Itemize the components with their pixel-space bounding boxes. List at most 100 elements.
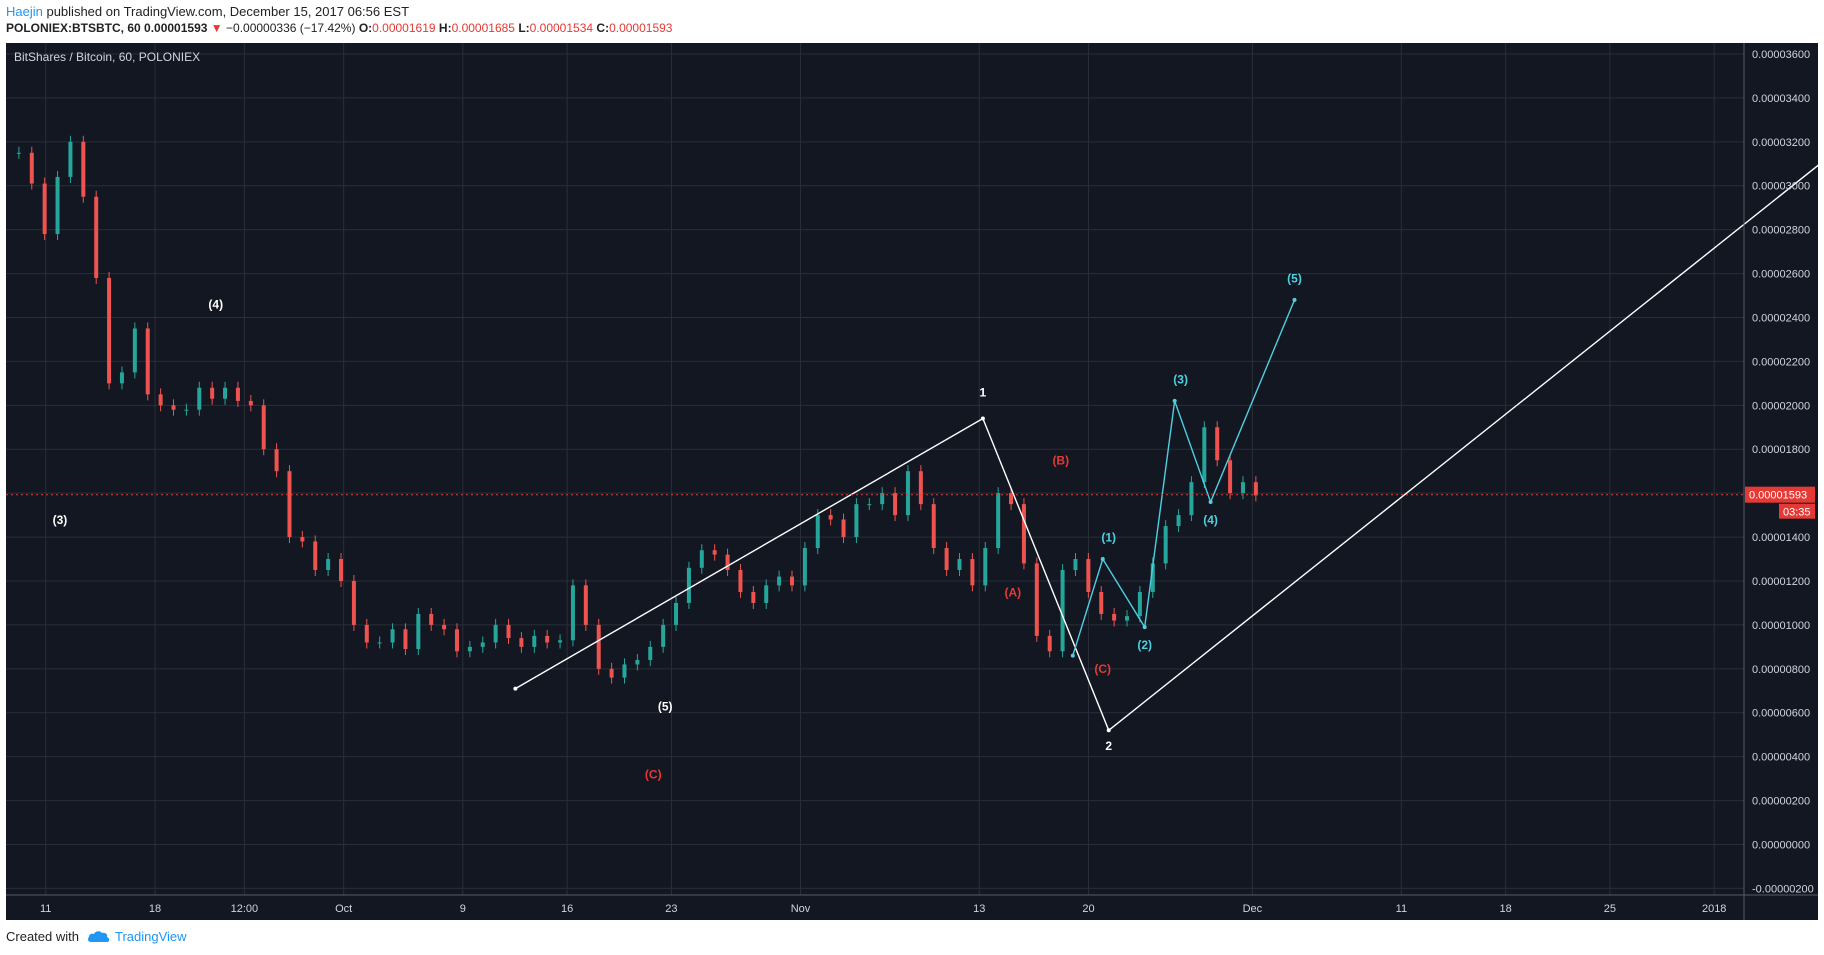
tradingview-brand[interactable]: TradingView: [87, 929, 187, 944]
wave-point: [1070, 653, 1075, 658]
wave-label: (2): [1137, 638, 1152, 652]
y-tick-label: -0.00000200: [1752, 883, 1814, 895]
wave-point: [1292, 297, 1297, 302]
candle-body: [403, 629, 408, 650]
candle-body: [480, 642, 485, 647]
candle-body: [1086, 559, 1091, 592]
candle-body: [880, 493, 885, 505]
candle-body: [957, 559, 962, 571]
candle-body: [132, 328, 137, 373]
created-with-text: Created with: [6, 929, 79, 944]
candle-body: [519, 638, 524, 647]
wave-drawings[interactable]: [513, 43, 1824, 733]
x-tick-label: 18: [1500, 903, 1512, 915]
symbol-label: POLONIEX:BTSBTC, 60: [6, 21, 141, 35]
candle-body: [815, 515, 820, 549]
candle-body: [725, 554, 730, 571]
wave-point: [1100, 557, 1105, 562]
candle-body: [622, 664, 627, 678]
y-tick-label: 0.00002800: [1752, 225, 1810, 237]
price-timer: 03:35: [1783, 507, 1811, 519]
candle-body: [261, 405, 266, 450]
candle-body: [596, 624, 601, 669]
candle-body: [751, 591, 756, 603]
wave-label: (5): [1287, 271, 1302, 285]
chart-title: BitShares / Bitcoin, 60, POLONIEX: [14, 50, 200, 64]
grid: [6, 43, 1744, 895]
candle-body: [1047, 635, 1052, 652]
candle-body: [416, 613, 421, 650]
candle-body: [1163, 526, 1168, 564]
price-tag-box: [1745, 486, 1815, 503]
candle-body: [1099, 591, 1104, 614]
candle-body: [94, 196, 99, 278]
candle-body: [545, 635, 550, 643]
wave-label: (1): [1101, 530, 1116, 544]
candle-body: [1228, 460, 1233, 494]
price-chart[interactable]: (3) (4) (5) (C) 1 (A) (B) (C) 2 (1) (2) (3) (4) (5) 0…: [6, 43, 1824, 921]
candle-body: [274, 449, 279, 472]
candle-body: [81, 141, 86, 197]
cloud-logo-icon: [87, 930, 110, 942]
axes[interactable]: 0.00003600 0.00003400 0.00003200 0.00003000…: [6, 43, 1818, 921]
x-tick-label: 16: [561, 903, 573, 915]
symbol-ohlc-line: POLONIEX:BTSBTC, 60 0.00001593 ▼ −0.0000…: [6, 21, 672, 35]
candle-body: [390, 629, 395, 643]
x-tick-label: 2018: [1702, 903, 1726, 915]
wave-label: (C): [645, 768, 662, 782]
wave-point: [1172, 398, 1177, 403]
candle-body: [841, 519, 846, 538]
tradingview-label[interactable]: TradingView: [114, 929, 187, 944]
candle-body: [1240, 482, 1245, 494]
candle-body: [905, 471, 910, 516]
candle-body: [661, 624, 666, 647]
candle-body: [68, 141, 73, 177]
candle-body: [532, 635, 537, 647]
y-tick-label: 0.00000600: [1752, 708, 1810, 720]
y-tick-label: 0.00001000: [1752, 620, 1810, 632]
candle-body: [300, 537, 305, 542]
candle-body: [699, 550, 704, 568]
candle-body: [583, 585, 588, 625]
candle-body: [42, 183, 47, 235]
candle-body: [686, 567, 691, 603]
high-value: 0.00001685: [451, 21, 515, 35]
candle-body: [1202, 427, 1207, 483]
close-label: C:: [596, 21, 610, 35]
y-tick-label: 0.00002400: [1752, 312, 1810, 324]
candle-body: [1112, 613, 1117, 621]
author-link[interactable]: Haejin: [6, 4, 43, 19]
x-tick-label: 11: [1396, 903, 1407, 915]
candle-body: [777, 576, 782, 586]
publish-line: Haejin published on TradingView.com, Dec…: [6, 4, 409, 19]
candle-body: [712, 550, 717, 555]
x-tick-label: 13: [973, 903, 985, 915]
price-series: [16, 135, 1258, 684]
y-tick-label: 0.00001800: [1752, 444, 1810, 456]
candle-body: [1253, 482, 1258, 496]
x-tick-label: 9: [460, 903, 466, 915]
candle-body: [983, 548, 988, 586]
candle-body: [609, 668, 614, 678]
candle-body: [1060, 570, 1065, 652]
x-tick-label: Dec: [1243, 903, 1263, 915]
wave-label: (4): [208, 298, 223, 312]
wave-label: (3): [1173, 372, 1188, 386]
candle-body: [674, 602, 679, 625]
candle-body: [377, 642, 382, 644]
candle-body: [506, 624, 511, 639]
down-triangle-icon: ▼: [210, 21, 223, 35]
wave-point: [1142, 625, 1147, 630]
candle-body: [235, 387, 240, 401]
candle-body: [223, 387, 228, 399]
y-tick-label: 0.00003200: [1752, 137, 1810, 149]
candle-body: [802, 548, 807, 586]
y-tick-label: 0.00002000: [1752, 400, 1810, 412]
candle-body: [635, 660, 640, 665]
candle-body: [197, 387, 202, 410]
y-tick-label: 0.00000000: [1752, 839, 1810, 851]
high-label: H:: [438, 21, 452, 35]
candle-body: [893, 493, 898, 516]
chart-area[interactable]: (3) (4) (5) (C) 1 (A) (B) (C) 2 (1) (2) (3) (4) (5) 0…: [6, 43, 1824, 921]
candle-body: [493, 624, 498, 643]
